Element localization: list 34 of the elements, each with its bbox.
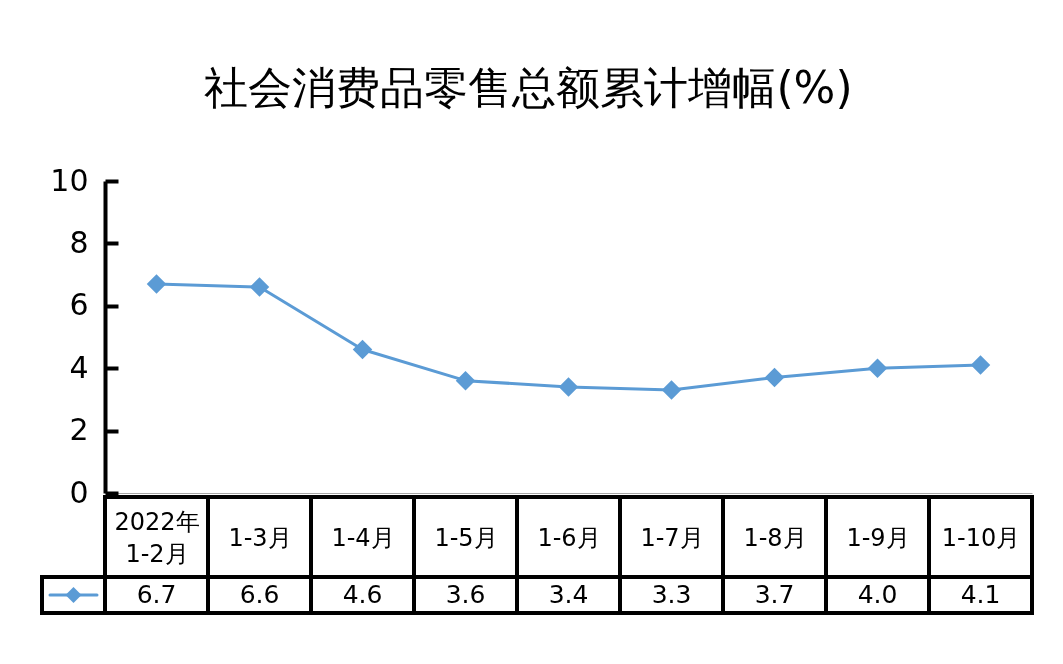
y-tick-label: 10 [50,162,89,198]
x-tick-label: 2022年 1-2月 [114,507,200,568]
data-label: 6.6 [239,580,280,609]
point [867,358,888,378]
x-tick-label: 1-4月 [331,523,395,552]
point [970,355,991,375]
point [661,380,682,400]
x-tick-label: 1-7月 [640,523,704,552]
x-tick-label: 1-3月 [228,523,292,552]
point [558,377,579,397]
data-label: 4.1 [960,580,1001,609]
x-tick-label: 1-6月 [537,523,601,552]
y-tick-label: 8 [69,224,89,260]
data-label: 4.6 [342,580,383,609]
data-label: 3.6 [445,580,486,609]
data-label: 6.7 [136,580,177,609]
data-label: 3.4 [548,580,589,609]
point [249,277,270,297]
chart-title: 社会消费品零售总额累计增幅(%) [204,62,853,113]
x-tick-label: 1-8月 [743,523,807,552]
point [146,274,167,294]
y-tick-label: 0 [69,474,89,510]
point [352,339,373,360]
data-label: 3.3 [651,580,692,609]
y-tick-label: 2 [69,412,89,448]
data-label: 3.7 [754,580,795,609]
x-tick-label: 1-9月 [846,523,910,552]
point [455,370,476,391]
y-tick-label: 4 [69,349,89,385]
x-tick-label: 1-5月 [434,523,498,552]
data-label: 4.0 [857,580,898,609]
point [764,367,785,388]
y-tick-label: 6 [69,287,89,323]
x-tick-label: 1-10月 [941,523,1021,552]
